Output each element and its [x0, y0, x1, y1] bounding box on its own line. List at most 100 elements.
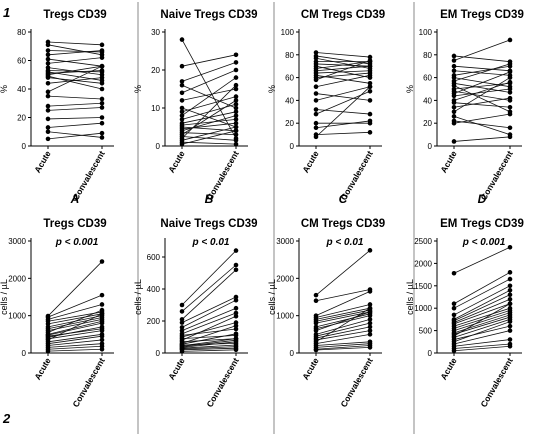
y-tick-label: 80 [17, 28, 26, 37]
y-tick-label: 500 [419, 327, 433, 336]
pair-line [47, 132, 103, 140]
pair-line [315, 120, 371, 129]
y-axis-label: cells / µL [267, 279, 277, 315]
convalescent-point [507, 125, 513, 131]
pair-line [315, 313, 371, 328]
pair-line [453, 77, 511, 88]
convalescent-point [367, 98, 373, 103]
pair-line [453, 314, 511, 334]
pair-line [453, 90, 511, 101]
pair-line [181, 77, 237, 116]
row-label-2: 2 [2, 411, 11, 426]
pair-line [315, 86, 371, 138]
convalescent-point [507, 244, 513, 250]
convalescent-point [99, 307, 105, 313]
x-category-label: Convalescent [338, 356, 374, 409]
pair-line [47, 50, 103, 56]
pair-line [453, 321, 511, 343]
convalescent-point [507, 328, 513, 333]
acute-point [313, 328, 319, 333]
acute-point [451, 75, 457, 80]
pair-line [315, 307, 371, 343]
panel-letter: B [205, 192, 214, 206]
y-tick-label: 1000 [414, 304, 432, 313]
convalescent-point [507, 292, 513, 298]
convalescent-point [507, 287, 513, 293]
convalescent-point [367, 58, 373, 63]
panel-title: Naive Tregs CD39 [160, 9, 257, 21]
acute-point [451, 93, 457, 99]
pair-line [315, 52, 371, 58]
pair-line [453, 278, 511, 309]
pair-line [453, 65, 511, 72]
pair-line [181, 333, 237, 345]
row-label-1: 1 [3, 5, 10, 20]
y-tick-label: 40 [17, 85, 26, 94]
pair-line [453, 345, 511, 352]
pair-line [453, 343, 511, 349]
y-tick-label: 3000 [8, 237, 26, 246]
acute-point [45, 136, 51, 142]
pair-line [47, 70, 103, 74]
convalescent-point [233, 82, 239, 88]
pair-line [47, 131, 103, 138]
acute-point [313, 98, 319, 103]
panel-letter: C [339, 192, 348, 206]
pair-line [181, 344, 237, 349]
acute-point [45, 61, 51, 66]
pair-line [47, 322, 103, 336]
convalescent-point [233, 60, 239, 65]
convalescent-point [99, 333, 105, 339]
pair-line [315, 250, 371, 296]
pair-line [181, 141, 237, 145]
pair-line [315, 93, 371, 101]
acute-point [451, 348, 457, 354]
acute-point [179, 105, 185, 111]
convalescent-point [233, 331, 239, 337]
acute-point [313, 55, 319, 61]
acute-point [313, 91, 319, 96]
convalescent-point [367, 317, 373, 322]
pair-line [47, 309, 103, 333]
convalescent-point [99, 96, 105, 102]
acute-point [313, 50, 319, 55]
convalescent-point [233, 101, 239, 107]
convalescent-point [507, 319, 513, 324]
x-category-label: Convalescent [70, 356, 106, 409]
pair-line [181, 136, 237, 141]
y-tick-label: 600 [147, 253, 161, 262]
convalescent-point [367, 302, 373, 307]
acute-point [451, 109, 457, 115]
panel-5: Tregs CD39 p < 0.001 0 1000 2000 3000 cells / … [0, 218, 114, 409]
acute-point [313, 77, 319, 83]
y-tick-label: 20 [17, 114, 26, 123]
pair-line [47, 65, 103, 76]
convalescent-point [367, 54, 373, 60]
panel-title: EM Tregs CD39 [440, 218, 524, 230]
acute-point [179, 309, 185, 314]
pair-line [47, 95, 103, 100]
convalescent-point [367, 328, 373, 333]
p-value-label: p < 0.01 [326, 237, 364, 248]
convalescent-point [367, 345, 373, 350]
pair-line [47, 57, 103, 64]
pair-line [47, 339, 103, 346]
acute-point [451, 312, 457, 318]
x-category-label: Acute [32, 149, 53, 175]
pair-line [453, 97, 511, 108]
convalescent-point [367, 332, 373, 337]
convalescent-point [233, 86, 239, 92]
pair-line [453, 136, 511, 142]
acute-point [179, 320, 185, 325]
y-tick-label: 100 [281, 28, 295, 37]
y-axis-label: % [133, 85, 143, 93]
convalescent-point [367, 289, 373, 294]
convalescent-point [367, 313, 373, 318]
convalescent-point [367, 84, 373, 90]
convalescent-point [507, 276, 513, 282]
pair-line [453, 63, 511, 82]
pair-line [453, 312, 511, 331]
y-tick-label: 200 [147, 317, 161, 326]
